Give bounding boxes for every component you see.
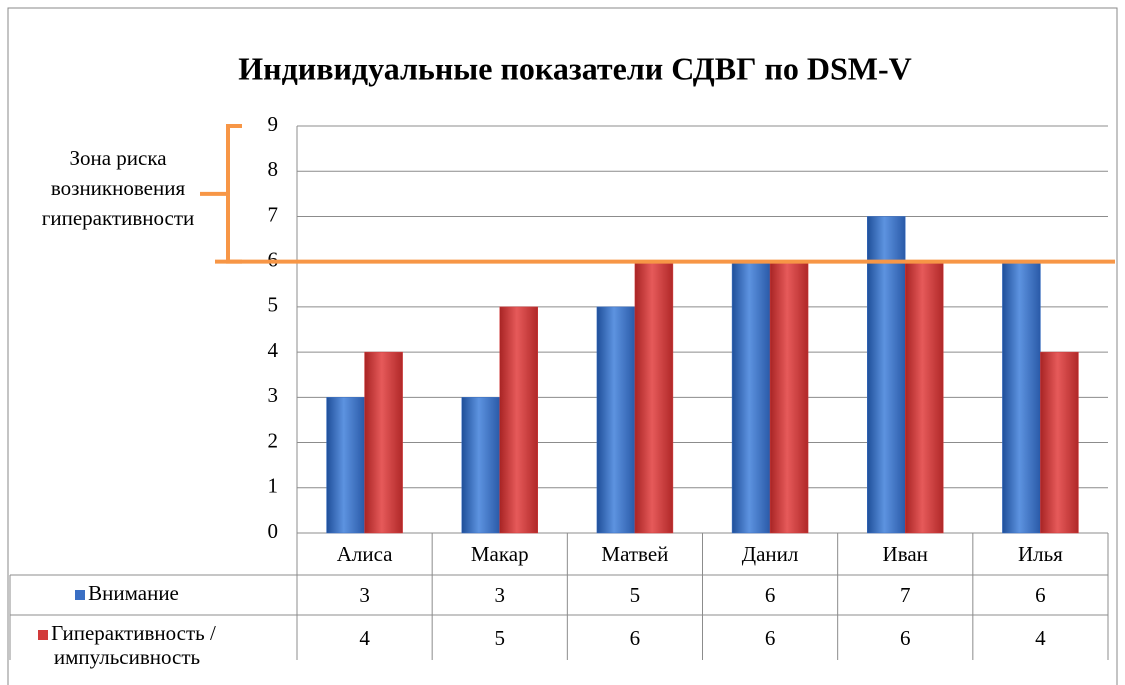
table-value: 6	[567, 615, 702, 660]
table-value-text: 6	[764, 583, 776, 607]
legend-swatch	[38, 630, 49, 641]
legend-swatch	[75, 590, 86, 601]
table-value: 7	[838, 575, 973, 615]
y-tick-label: 6	[268, 247, 279, 271]
y-tick-label: 8	[268, 157, 279, 181]
legend-entry-text: Внимание	[88, 581, 179, 605]
category-label: Данил	[703, 533, 838, 575]
category-label-text: Данил	[741, 542, 799, 566]
category-label-text: Алиса	[336, 542, 393, 566]
y-tick-label: 3	[268, 383, 279, 407]
bar	[1040, 351, 1079, 534]
y-tick-label: 7	[268, 202, 279, 226]
table-value-text: 6	[629, 625, 641, 650]
bar	[634, 261, 674, 534]
y-tick-label: 0	[268, 519, 279, 543]
table-value: 4	[973, 615, 1108, 660]
annotation-text: Зона риска	[69, 146, 167, 170]
bar	[731, 261, 771, 534]
table-value: 6	[973, 575, 1108, 615]
y-tick-label: 4	[268, 338, 279, 362]
table-value: 5	[432, 615, 567, 660]
legend-entry: Гиперактивность / импульсивность	[12, 615, 242, 669]
table-value: 6	[703, 575, 838, 615]
y-tick-label: 5	[268, 293, 279, 317]
table-value-text: 5	[494, 625, 505, 650]
category-label: Алиса	[297, 533, 432, 575]
annotation-text: возникновения	[51, 176, 186, 200]
bar	[499, 306, 538, 534]
table-value: 6	[838, 615, 973, 660]
bar	[596, 306, 636, 534]
category-label-text: Иван	[882, 542, 928, 566]
bar	[769, 261, 809, 534]
category-label: Матвей	[567, 533, 702, 575]
table-value: 3	[432, 575, 567, 615]
chart-border	[7, 7, 1118, 685]
legend-entry-text: Гиперактивность / импульсивность	[51, 621, 216, 669]
table-value: 6	[703, 615, 838, 660]
table-value: 5	[567, 575, 702, 615]
category-label-text: Макар	[470, 542, 529, 566]
table-value-text: 3	[359, 583, 370, 607]
category-label: Илья	[973, 533, 1108, 575]
bar	[867, 216, 906, 534]
annotation-text: гиперактивности	[42, 206, 195, 230]
table-value: 4	[297, 615, 432, 660]
table-value-text: 4	[359, 625, 370, 650]
category-label: Макар	[432, 533, 567, 575]
bar	[461, 397, 500, 534]
category-label-text: Матвей	[601, 542, 669, 566]
table-value: 3	[297, 575, 432, 615]
table-value-text: 6	[1035, 583, 1046, 607]
category-label: Иван	[838, 533, 973, 575]
bar	[905, 261, 944, 534]
table-value-text: 4	[1035, 625, 1046, 650]
table-value-text: 3	[494, 583, 505, 607]
y-tick-label: 2	[268, 428, 279, 452]
table-value-text: 6	[899, 625, 911, 650]
annotation-bracket	[200, 124, 242, 264]
table-value-text: 6	[764, 625, 776, 650]
bar	[364, 351, 403, 534]
chart-title: Индивидуальные показатели СДВГ по DSM-V	[238, 50, 912, 86]
table-value-text: 7	[899, 583, 911, 607]
table-value-text: 5	[629, 583, 641, 607]
y-tick-label: 1	[268, 474, 279, 498]
bar	[326, 397, 365, 534]
y-tick-label: 9	[268, 112, 279, 136]
category-label-text: Илья	[1017, 542, 1063, 566]
bar	[1002, 261, 1041, 534]
legend-entry: Внимание	[12, 575, 242, 615]
